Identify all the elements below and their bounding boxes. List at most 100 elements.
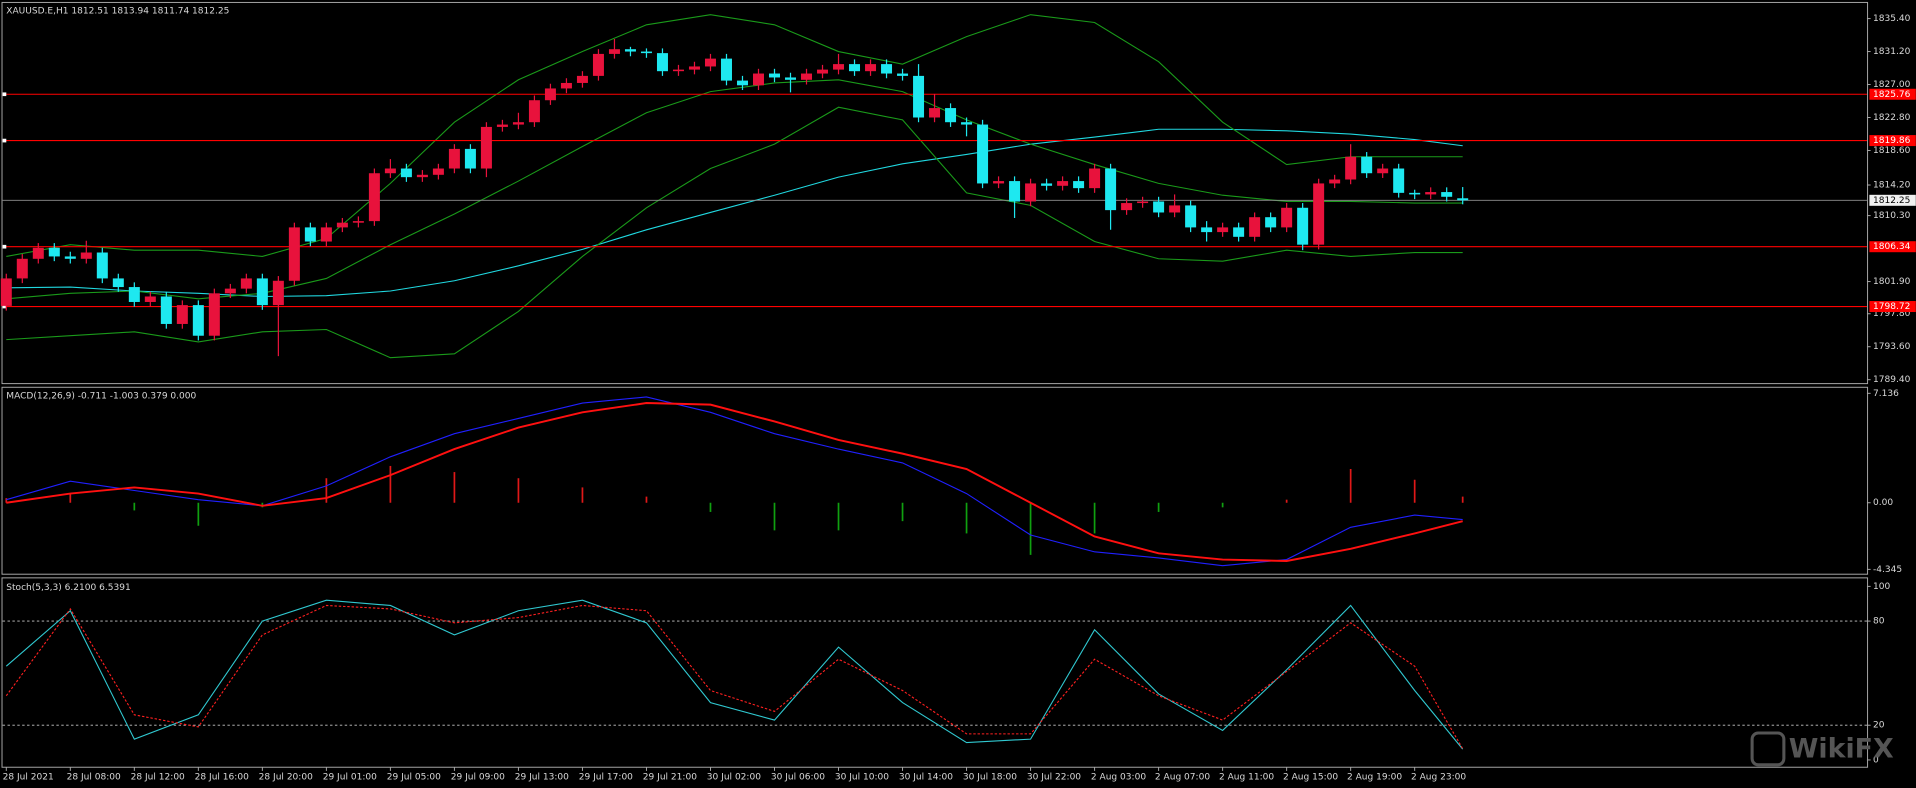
candle-body: [112, 278, 124, 288]
candle-body: [240, 278, 252, 289]
candle-body: [1313, 183, 1325, 245]
candle-body: [833, 64, 845, 70]
watermark-text: WikiFX: [1789, 734, 1894, 765]
candle-body: [16, 258, 28, 279]
candle-body: [704, 58, 716, 67]
y-tick-label: 1827.00: [1873, 80, 1911, 90]
candle-body: [1201, 227, 1213, 233]
candle-body: [1345, 156, 1357, 180]
candle-body: [1153, 201, 1165, 213]
x-tick-label: 29 Jul 17:00: [579, 773, 633, 783]
candle-body: [961, 122, 973, 125]
level-label-box: [1869, 135, 1916, 147]
candle-body: [416, 174, 428, 178]
last-price-label: 1812.25: [1873, 196, 1910, 206]
candle-body: [1457, 198, 1469, 201]
last-price-box: [1869, 194, 1916, 206]
candle-body: [881, 64, 893, 74]
y-tick-label: 1793.60: [1873, 342, 1911, 352]
candle-body: [32, 247, 44, 259]
price-title: XAUUSD.E,H1 1812.51 1813.94 1811.74 1812…: [6, 6, 229, 16]
candle-body: [1425, 192, 1437, 195]
stoch-line: [5, 599, 1464, 750]
candle-body: [592, 53, 604, 76]
y-tick-label: 20: [1873, 721, 1885, 731]
y-tick-label: 1831.20: [1873, 47, 1911, 57]
candle-body: [1329, 179, 1341, 184]
candle-body: [480, 126, 492, 169]
candle-body: [1137, 201, 1149, 204]
candle-body: [1297, 207, 1309, 245]
candle-body: [929, 108, 941, 118]
level-label-box: [1869, 241, 1916, 253]
candle-body: [1009, 181, 1021, 202]
candle-body: [1105, 168, 1117, 211]
indicator-line: [6, 14, 1463, 257]
stoch-line: [5, 604, 1464, 749]
candle-body: [80, 252, 92, 259]
candle-body: [448, 148, 460, 169]
candle-body: [801, 73, 813, 80]
candle-body: [1217, 227, 1229, 233]
candle-body: [320, 227, 332, 242]
candle-body: [736, 80, 748, 86]
x-tick-label: 30 Jul 18:00: [963, 773, 1017, 783]
candle-body: [128, 287, 140, 302]
candle-body: [1377, 168, 1389, 174]
level-anchor: [2, 138, 7, 143]
x-tick-label: 2 Aug 15:00: [1283, 773, 1338, 783]
x-tick-label: 28 Jul 08:00: [67, 773, 121, 783]
y-tick-label: 1797.80: [1873, 309, 1911, 319]
candle-body: [512, 122, 524, 125]
candle-body: [720, 58, 732, 81]
candle-body: [208, 293, 220, 336]
candle-body: [1441, 192, 1453, 197]
candle-body: [1121, 203, 1133, 211]
stoch-panel-frame: [1, 577, 1869, 768]
y-tick-label: 0.00: [1873, 498, 1893, 508]
candle-body: [913, 75, 925, 118]
level-label: 1819.86: [1873, 136, 1911, 146]
level-anchor: [2, 244, 7, 249]
watermark-icon: [1750, 731, 1786, 767]
macd-line: [6, 396, 1463, 567]
x-tick-label: 28 Jul 16:00: [195, 773, 249, 783]
macd-panel-frame: [1, 386, 1869, 575]
y-tick-label: 1835.40: [1873, 14, 1911, 24]
level-label: 1825.76: [1873, 90, 1911, 100]
candle-body: [1025, 183, 1037, 202]
x-tick-label: 30 Jul 14:00: [899, 773, 953, 783]
indicator-line: [6, 106, 1463, 359]
x-tick-label: 29 Jul 05:00: [387, 773, 441, 783]
candle-body: [256, 278, 268, 306]
candle-body: [1169, 205, 1181, 213]
candle-body: [1265, 217, 1277, 228]
candle-body: [688, 66, 700, 70]
candle-body: [624, 49, 636, 52]
level-label-box: [1869, 88, 1916, 100]
level-anchor: [2, 92, 7, 97]
x-tick-label: 2 Aug 23:00: [1411, 773, 1466, 783]
candle-body: [752, 73, 764, 86]
x-tick-label: 2 Aug 03:00: [1091, 773, 1146, 783]
x-tick-label: 29 Jul 09:00: [451, 773, 505, 783]
x-tick-label: 30 Jul 22:00: [1027, 773, 1081, 783]
candle-body: [64, 256, 76, 259]
candle-body: [496, 124, 508, 127]
candle-body: [192, 305, 204, 336]
y-tick-label: 1810.30: [1873, 211, 1911, 221]
y-tick-label: -4.345: [1873, 565, 1902, 575]
candle-body: [1057, 181, 1069, 186]
candle-body: [272, 280, 284, 306]
candle-body: [0, 278, 12, 306]
candle-body: [336, 222, 348, 228]
candle-body: [849, 64, 861, 72]
x-tick-label: 28 Jul 12:00: [131, 773, 185, 783]
candle-body: [785, 77, 797, 80]
y-tick-label: 1818.60: [1873, 146, 1911, 156]
candle-body: [464, 148, 476, 169]
candle-body: [224, 288, 236, 294]
candle-body: [640, 51, 652, 54]
